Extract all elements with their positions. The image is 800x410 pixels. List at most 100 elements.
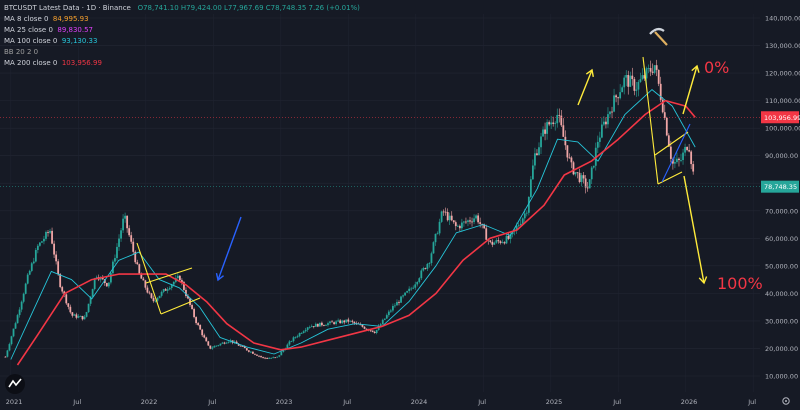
candle-body: [329, 321, 331, 324]
candle-body: [162, 289, 165, 292]
candle-body: [493, 242, 496, 245]
candle-body: [363, 326, 366, 329]
candle-body: [619, 92, 622, 99]
candle-body: [436, 233, 439, 235]
candle-body: [613, 95, 615, 112]
candle-body: [479, 222, 482, 224]
candle-body: [280, 351, 283, 356]
candle-body: [14, 323, 17, 329]
candle-body: [473, 218, 475, 223]
candle-body: [600, 124, 603, 138]
candle-body: [154, 300, 157, 302]
indicator-row[interactable]: MA 25 close 0 89,830.57: [4, 25, 360, 36]
candle-body: [43, 238, 45, 242]
candle-body: [444, 211, 447, 213]
candle-body: [353, 321, 356, 324]
candle-body: [316, 323, 319, 327]
candle-body: [576, 172, 579, 174]
candle-body: [333, 322, 335, 324]
candle-body: [10, 336, 13, 345]
candle-body: [540, 136, 542, 148]
candle-body: [375, 329, 378, 333]
candle-body: [118, 238, 120, 247]
candle-body: [521, 218, 524, 224]
candle-body: [582, 175, 585, 179]
candle-body: [603, 121, 605, 125]
x-tick-label: 2025: [546, 398, 563, 406]
gear-icon[interactable]: [782, 397, 790, 405]
candle-body: [187, 296, 189, 299]
candle-body: [331, 321, 333, 323]
candle-body: [631, 75, 634, 80]
candle-body: [402, 295, 404, 297]
indicator-row[interactable]: BB 20 2 0: [4, 47, 360, 58]
candle-body: [256, 354, 258, 356]
candle-body: [152, 297, 155, 302]
candle-body: [379, 324, 382, 326]
candle-body: [296, 336, 299, 338]
candle-body: [460, 222, 463, 229]
candle-body: [420, 270, 423, 279]
candle-body: [572, 162, 575, 175]
candle-body: [387, 311, 390, 316]
candles: [4, 59, 695, 360]
trendline-left-a: [136, 242, 162, 315]
candle-body: [71, 312, 74, 316]
candle-body: [607, 114, 609, 125]
candle-body: [185, 289, 187, 297]
candle-body: [489, 240, 492, 242]
candle-body: [89, 296, 92, 304]
candle-body: [335, 321, 338, 324]
x-tick-label: 2024: [411, 398, 428, 406]
candle-body: [503, 242, 506, 244]
indicator-value: 93,130.33: [61, 37, 98, 45]
candle-body: [81, 315, 84, 320]
candle-body: [682, 152, 684, 161]
candle-body: [684, 146, 686, 153]
candle-body: [347, 319, 350, 322]
symbol-title: BTCUSDT Latest Data · 1D · Binance: [4, 4, 131, 12]
indicator-value: 89,830.57: [57, 26, 93, 34]
candle-body: [26, 274, 29, 284]
candle-body: [373, 331, 376, 333]
x-tick-label: 2022: [141, 398, 158, 406]
candle-body: [308, 327, 311, 328]
candle-body: [598, 137, 601, 142]
indicator-row[interactable]: MA 100 close 0 93,130.33: [4, 36, 360, 47]
candle-body: [592, 165, 595, 168]
x-tick-label: Jul: [342, 398, 351, 406]
candle-body: [424, 268, 427, 269]
candle-body: [122, 218, 124, 231]
blue-trendline-right: [661, 123, 691, 183]
candle-body: [507, 235, 510, 239]
candle-body: [292, 337, 295, 342]
candle-body: [34, 249, 37, 262]
candle-body: [264, 357, 266, 359]
candle-body: [53, 243, 55, 255]
candle-body: [410, 288, 413, 290]
candle-body: [55, 254, 58, 262]
price-tags: 103,956.99 78,748.35: [0, 111, 800, 193]
candle-body: [669, 146, 672, 159]
candle-body: [205, 337, 208, 342]
candle-body: [93, 278, 96, 290]
candle-body: [621, 87, 624, 93]
candle-body: [345, 319, 348, 323]
x-tick-label: Jul: [72, 398, 81, 406]
x-axis-labels: 2021 Jul 2022 Jul 2023 Jul 2024 Jul 2025 Jul 2026 J…: [6, 398, 756, 406]
candle-body: [586, 187, 589, 189]
candle-body: [590, 167, 593, 180]
ma200-price-tag-text: 103,956.99: [764, 114, 800, 122]
indicator-row[interactable]: MA 200 close 0 103,956.99: [4, 58, 360, 69]
candle-body: [298, 333, 301, 337]
candle-body: [359, 324, 362, 326]
candle-body: [22, 293, 25, 302]
candle-body: [527, 196, 530, 213]
candle-body: [534, 153, 536, 166]
candle-body: [584, 178, 587, 188]
candle-body: [469, 220, 471, 222]
indicator-row[interactable]: MA 8 close 0 84,995.93: [4, 14, 360, 25]
candle-body: [578, 172, 581, 183]
